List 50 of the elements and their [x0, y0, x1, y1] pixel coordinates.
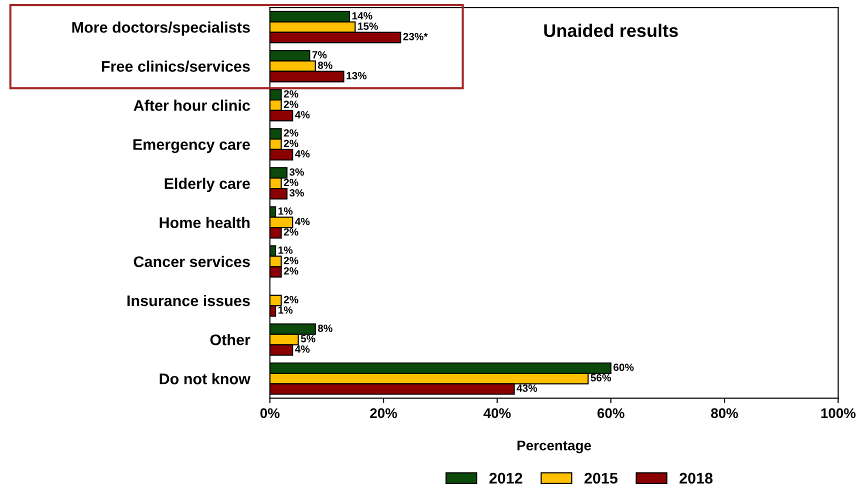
data-label: 14%: [352, 12, 372, 20]
annotation: Unaided results: [544, 24, 678, 38]
data-label: 3%: [289, 168, 304, 176]
y-tick-label: Cancer services: [134, 256, 250, 268]
data-label: 5%: [300, 335, 316, 342]
data-label: 4%: [295, 150, 310, 158]
data-label: 2%: [284, 228, 298, 236]
data-label: 2%: [284, 140, 298, 148]
data-label: 8%: [318, 62, 332, 69]
data-label: 2%: [284, 267, 298, 275]
x-tick-label: 0%: [260, 408, 280, 418]
data-label: 2%: [284, 100, 298, 108]
y-tick-label: Other: [210, 334, 250, 346]
data-label: 43%: [516, 384, 538, 392]
y-tick-label: Elderly care: [164, 178, 250, 192]
data-label: 2%: [284, 90, 298, 98]
data-label: 1%: [278, 246, 293, 254]
y-tick-label: More doctors/specialists: [72, 22, 250, 36]
y-tick-label: Home health: [160, 216, 250, 228]
data-label: 23%*: [403, 32, 428, 40]
x-tick-label: 20%: [370, 408, 398, 418]
legend-label: 2015: [584, 472, 618, 484]
x-axis-title: Percentage: [518, 440, 592, 454]
y-tick-label: Emergency care: [133, 139, 250, 154]
data-label: 60%: [614, 364, 634, 372]
data-label: 15%: [358, 22, 378, 30]
legend-label: 2012: [489, 472, 522, 484]
y-tick-label: Do not know: [160, 373, 250, 384]
data-label: 8%: [318, 324, 332, 332]
x-tick-label: 100%: [821, 408, 856, 418]
data-label: 2%: [284, 129, 298, 137]
data-label: 13%: [346, 72, 367, 80]
x-tick-label: 40%: [484, 408, 511, 418]
data-label: 7%: [312, 51, 327, 59]
data-label: 1%: [278, 207, 293, 215]
data-label: 2%: [284, 296, 298, 304]
data-label: 2%: [284, 178, 298, 186]
data-label: 3%: [289, 189, 304, 197]
data-label: 2%: [284, 256, 298, 264]
y-tick-label: Insurance issues: [127, 294, 250, 306]
data-label: 56%: [590, 374, 611, 382]
legend-label: 2018: [680, 472, 713, 484]
data-label: 4%: [295, 345, 310, 353]
y-tick-label: Free clinics/services: [102, 60, 250, 72]
data-label: 4%: [295, 111, 310, 118]
y-tick-label: After hour clinic: [134, 100, 250, 111]
data-label: 4%: [295, 218, 310, 226]
x-tick-label: 80%: [711, 408, 738, 418]
x-tick-label: 60%: [597, 408, 624, 418]
data-label: 1%: [278, 306, 293, 314]
